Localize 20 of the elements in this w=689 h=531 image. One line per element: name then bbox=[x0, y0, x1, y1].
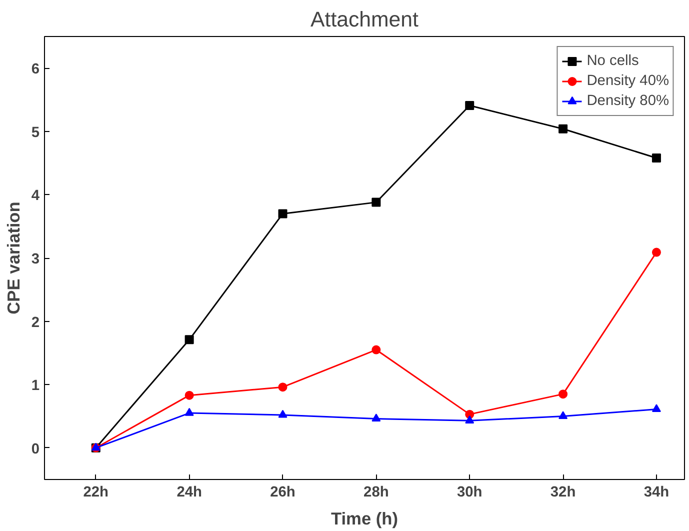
y-tick-label: 2 bbox=[31, 314, 40, 331]
y-tick-label: 4 bbox=[31, 188, 40, 204]
y-tick-label: 6 bbox=[31, 62, 40, 78]
y-tick-label: 1 bbox=[31, 378, 40, 394]
x-tick-label: 26h bbox=[270, 484, 296, 500]
chart-title: Attachment bbox=[310, 8, 419, 32]
x-tick-label: 22h bbox=[83, 484, 109, 500]
y-axis-title: CPE variation bbox=[3, 202, 24, 314]
y-tick-label: 3 bbox=[31, 252, 40, 268]
x-tick-label: 34h bbox=[644, 484, 670, 500]
legend-label: Density 80% bbox=[586, 93, 669, 109]
legend-label: No cells bbox=[586, 53, 639, 69]
x-tick-label: 28h bbox=[364, 484, 389, 500]
x-tick-label: 32h bbox=[550, 484, 576, 500]
y-tick-label: 5 bbox=[31, 124, 40, 141]
x-tick-label: 24h bbox=[176, 484, 202, 500]
x-axis-title: Time (h) bbox=[330, 508, 398, 528]
legend-label: Density 40% bbox=[586, 73, 669, 89]
x-tick-label: 30h bbox=[456, 484, 482, 500]
y-tick-label: 0 bbox=[31, 441, 40, 458]
